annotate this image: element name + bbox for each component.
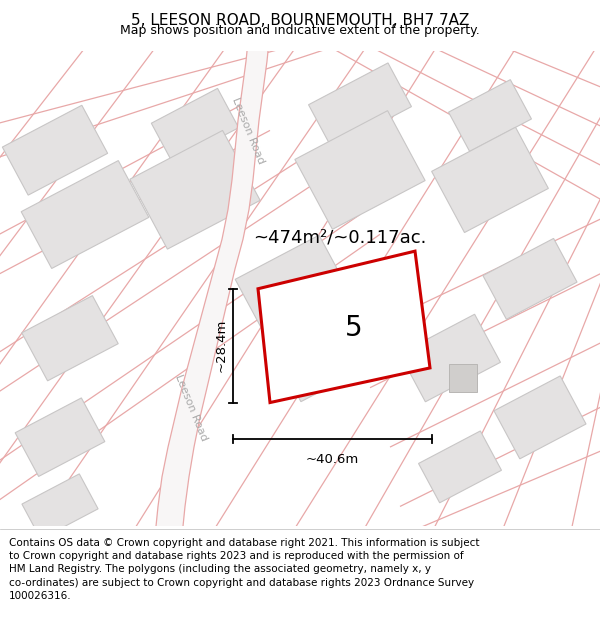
Polygon shape bbox=[449, 79, 532, 151]
Text: ~40.6m: ~40.6m bbox=[306, 453, 359, 466]
Polygon shape bbox=[235, 235, 385, 402]
Text: ~474m²/~0.117ac.: ~474m²/~0.117ac. bbox=[253, 228, 427, 246]
Polygon shape bbox=[151, 88, 239, 162]
Polygon shape bbox=[295, 111, 425, 229]
Text: Leeson Road: Leeson Road bbox=[173, 372, 209, 442]
Polygon shape bbox=[2, 105, 107, 195]
Polygon shape bbox=[258, 251, 430, 402]
Polygon shape bbox=[483, 238, 577, 319]
Polygon shape bbox=[494, 376, 586, 459]
Text: 5: 5 bbox=[344, 314, 362, 342]
Text: Leeson Road: Leeson Road bbox=[230, 96, 266, 165]
Polygon shape bbox=[308, 63, 412, 148]
Text: Map shows position and indicative extent of the property.: Map shows position and indicative extent… bbox=[120, 24, 480, 37]
Polygon shape bbox=[15, 398, 105, 476]
Polygon shape bbox=[449, 364, 477, 392]
Text: 5, LEESON ROAD, BOURNEMOUTH, BH7 7AZ: 5, LEESON ROAD, BOURNEMOUTH, BH7 7AZ bbox=[131, 12, 469, 28]
Polygon shape bbox=[431, 127, 548, 232]
Polygon shape bbox=[130, 131, 260, 249]
Polygon shape bbox=[155, 41, 269, 536]
Text: ~28.4m: ~28.4m bbox=[215, 319, 228, 372]
Polygon shape bbox=[400, 314, 500, 402]
Polygon shape bbox=[22, 474, 98, 539]
Polygon shape bbox=[21, 161, 149, 269]
Text: Contains OS data © Crown copyright and database right 2021. This information is : Contains OS data © Crown copyright and d… bbox=[9, 538, 479, 601]
Polygon shape bbox=[419, 431, 502, 502]
Polygon shape bbox=[22, 296, 118, 381]
